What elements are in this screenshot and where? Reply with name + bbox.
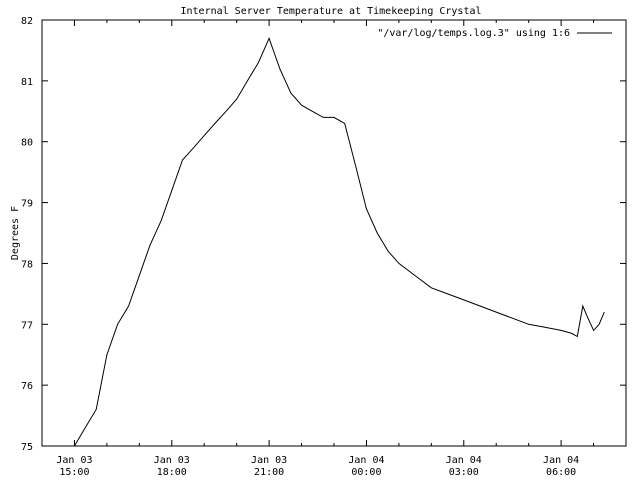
x-tick-label-date: Jan 04 xyxy=(446,455,482,466)
plot-border xyxy=(41,19,627,447)
legend-label: "/var/log/temps.log.3" using 1:6 xyxy=(377,28,570,39)
series-line-temps xyxy=(73,36,605,447)
x-tick-label-date: Jan 03 xyxy=(251,455,287,466)
y-tick-label: 79 xyxy=(21,199,33,210)
chart-title: Internal Server Temperature at Timekeepi… xyxy=(180,6,481,17)
y-tick-label: 80 xyxy=(21,138,33,149)
y-tick-label: 81 xyxy=(21,77,33,88)
x-tick-label-time: 18:00 xyxy=(157,467,187,478)
y-axis-label: Degrees F xyxy=(10,206,21,260)
x-tick-label-time: 00:00 xyxy=(351,467,381,478)
x-tick-label-time: 15:00 xyxy=(59,467,89,478)
x-tick-label-time: 06:00 xyxy=(546,467,576,478)
x-tick-label-time: 21:00 xyxy=(254,467,284,478)
x-tick-label-date: Jan 03 xyxy=(154,455,190,466)
y-tick-label: 77 xyxy=(21,320,33,331)
x-tick-label-date: Jan 03 xyxy=(56,455,92,466)
x-tick-label-date: Jan 04 xyxy=(348,455,384,466)
y-tick-label: 82 xyxy=(21,16,33,27)
y-tick-label: 78 xyxy=(21,259,33,270)
x-tick-label-time: 03:00 xyxy=(449,467,479,478)
y-tick-label: 75 xyxy=(21,442,33,453)
y-tick-label: 76 xyxy=(21,381,33,392)
x-tick-label-date: Jan 04 xyxy=(543,455,579,466)
